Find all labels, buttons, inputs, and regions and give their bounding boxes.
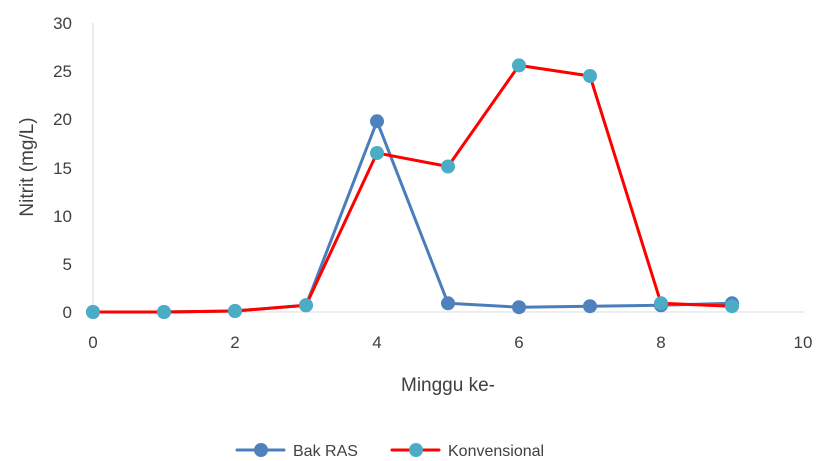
y-tick-label: 20 [53,110,72,129]
data-point-konvensional [583,69,597,83]
x-tick-label: 10 [794,333,813,352]
series-konvensional [86,58,739,319]
y-tick-label: 5 [63,255,72,274]
data-point-bak-ras [583,299,597,314]
data-point-bak-ras [370,114,384,129]
y-tick-label: 0 [63,303,72,322]
legend-marker-konvensional [409,443,423,457]
y-tick-label: 25 [53,62,72,81]
data-point-konvensional [86,305,100,319]
plot-area [86,58,739,319]
x-tick-label: 0 [88,333,97,352]
y-tick-labels: 0 5 10 15 20 25 30 [53,14,72,322]
data-point-konvensional [441,159,455,174]
data-point-bak-ras [441,296,455,311]
x-tick-label: 4 [372,333,381,352]
data-point-konvensional [512,58,526,73]
legend: Bak RAS Konvensional [235,443,544,460]
data-point-konvensional [157,305,171,319]
x-tick-label: 2 [230,333,239,352]
data-point-konvensional [370,146,384,160]
y-axis-title: Nitrit (mg/L) [17,117,38,216]
data-point-bak-ras [512,300,526,315]
data-point-konvensional [299,298,313,313]
data-point-konvensional [725,299,739,314]
x-tick-labels: 0 2 4 6 8 10 [88,333,812,352]
x-tick-label: 6 [514,333,523,352]
legend-label-konvensional: Konvensional [448,443,544,460]
data-point-konvensional [654,296,668,311]
x-tick-label: 8 [656,333,665,352]
legend-label-bak-ras: Bak RAS [293,443,358,460]
x-axis-title: Minggu ke- [401,375,495,396]
series-line-bak-ras [91,119,734,314]
legend-item-konvensional: Konvensional [390,443,544,460]
series-line-konvensional [91,63,734,314]
legend-marker-bak-ras [254,443,268,457]
data-point-konvensional [228,304,242,318]
y-tick-label: 10 [53,207,72,226]
legend-item-bak-ras: Bak RAS [235,443,358,460]
y-tick-label: 30 [53,14,72,33]
series-bak-ras [86,114,739,319]
y-tick-label: 15 [53,159,72,178]
